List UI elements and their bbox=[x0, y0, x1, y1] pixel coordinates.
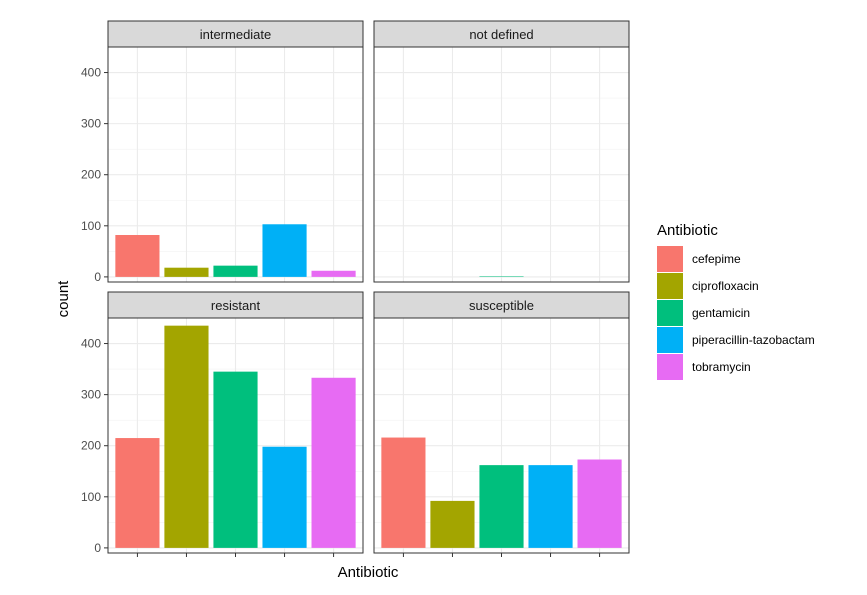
bar-resistant-gentamicin bbox=[213, 371, 258, 548]
y-tick-label: 100 bbox=[81, 219, 101, 233]
bar-resistant-piperacillin-tazobactam bbox=[262, 446, 307, 548]
y-tick-label: 0 bbox=[94, 270, 101, 284]
y-tick-label: 300 bbox=[81, 117, 101, 131]
bar-intermediate-ciprofloxacin bbox=[164, 267, 209, 277]
y-axes: 0 100 200 300 400 0 100 200 300 400 bbox=[81, 66, 601, 557]
y-axis-intermediate: 0 100 200 300 400 bbox=[81, 66, 108, 284]
bar-susceptible-tobramycin bbox=[577, 459, 622, 548]
bar-intermediate-piperacillin-tazobactam bbox=[262, 224, 307, 277]
legend-key-piperacillin-tazobactam bbox=[657, 327, 683, 353]
panel-resistant: resistant bbox=[107, 291, 364, 554]
y-axis-title: count bbox=[55, 280, 72, 318]
legend-key-tobramycin bbox=[657, 354, 683, 380]
legend-label-cefepime: cefepime bbox=[692, 252, 741, 266]
legend-label-piperacillin-tazobactam: piperacillin-tazobactam bbox=[692, 333, 815, 347]
bar-intermediate-tobramycin bbox=[311, 270, 356, 277]
bar-susceptible-gentamicin bbox=[479, 465, 524, 548]
y-tick-label: 0 bbox=[94, 541, 101, 555]
legend-key-cefepime bbox=[657, 246, 683, 272]
bar-resistant-cefepime bbox=[115, 438, 160, 548]
legend-key-gentamicin bbox=[657, 300, 683, 326]
legend-label-tobramycin: tobramycin bbox=[692, 360, 751, 374]
strip-label-susceptible: susceptible bbox=[469, 298, 534, 313]
strip-not-defined bbox=[373, 20, 630, 48]
legend-item-piperacillin-tazobactam: piperacillin-tazobactam bbox=[657, 327, 815, 353]
panel-susceptible: susceptible bbox=[373, 291, 630, 554]
bar-not-defined-gentamicin bbox=[479, 276, 524, 277]
legend-item-ciprofloxacin: ciprofloxacin bbox=[657, 273, 759, 299]
strip-resistant bbox=[107, 291, 364, 319]
panel-border bbox=[107, 46, 364, 283]
bar-resistant-tobramycin bbox=[311, 377, 356, 548]
y-axis-resistant: 0 100 200 300 400 bbox=[81, 337, 108, 555]
legend: Antibiotic cefepime ciprofloxacin gentamic… bbox=[657, 222, 815, 380]
y-tick-label: 200 bbox=[81, 168, 101, 182]
panel-not-defined: not defined bbox=[373, 20, 630, 283]
strip-label-resistant: resistant bbox=[211, 298, 261, 313]
y-tick-label: 400 bbox=[81, 66, 101, 80]
panel-intermediate: intermediate bbox=[107, 20, 364, 283]
y-tick-label: 200 bbox=[81, 439, 101, 453]
y-tick-label: 100 bbox=[81, 490, 101, 504]
strip-intermediate bbox=[107, 20, 364, 48]
legend-item-gentamicin: gentamicin bbox=[657, 300, 750, 326]
bar-susceptible-cefepime bbox=[381, 437, 426, 548]
y-tick-label: 300 bbox=[81, 388, 101, 402]
panel-border bbox=[373, 46, 630, 283]
bar-resistant-ciprofloxacin bbox=[164, 325, 209, 548]
bar-susceptible-piperacillin-tazobactam bbox=[528, 465, 573, 548]
legend-label-gentamicin: gentamicin bbox=[692, 306, 750, 320]
bar-intermediate-gentamicin bbox=[213, 265, 258, 277]
facet-panels: intermediate not defined resistant suscepti… bbox=[107, 20, 630, 554]
strip-label-not-defined: not defined bbox=[469, 27, 533, 42]
strip-label-intermediate: intermediate bbox=[200, 27, 272, 42]
strip-susceptible bbox=[373, 291, 630, 319]
legend-title: Antibiotic bbox=[657, 222, 718, 239]
legend-item-cefepime: cefepime bbox=[657, 246, 741, 272]
legend-label-ciprofloxacin: ciprofloxacin bbox=[692, 279, 759, 293]
y-tick-label: 400 bbox=[81, 337, 101, 351]
bar-intermediate-cefepime bbox=[115, 235, 160, 277]
legend-key-ciprofloxacin bbox=[657, 273, 683, 299]
legend-item-tobramycin: tobramycin bbox=[657, 354, 751, 380]
bar-susceptible-ciprofloxacin bbox=[430, 500, 475, 548]
x-axis-title: Antibiotic bbox=[338, 564, 399, 581]
